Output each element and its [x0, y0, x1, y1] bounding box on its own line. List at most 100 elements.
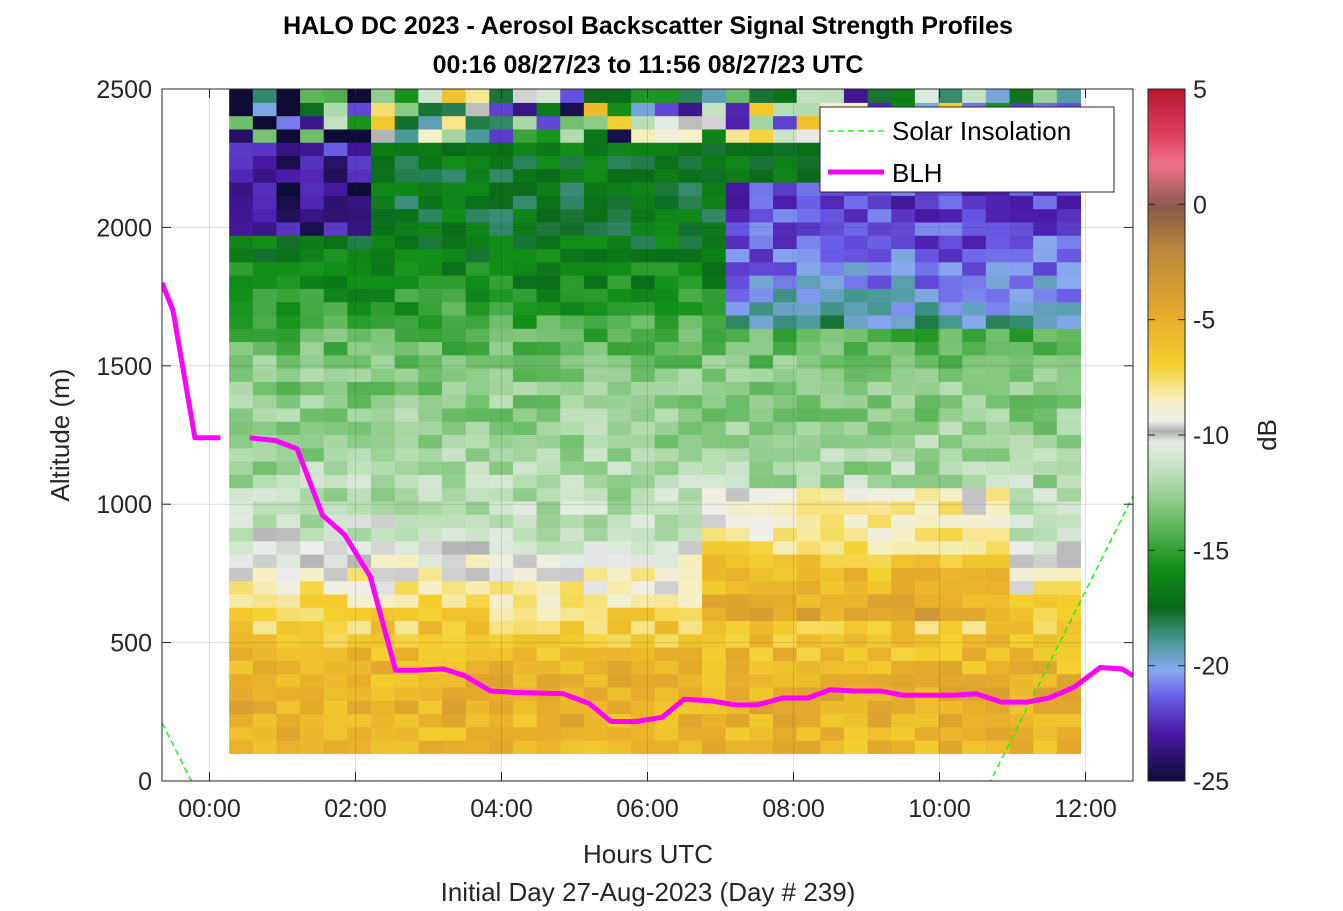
heatmap-cell	[1033, 89, 1058, 103]
heatmap-cell	[607, 487, 632, 502]
heatmap-cell	[323, 368, 348, 382]
heatmap-cell	[678, 328, 703, 343]
heatmap-cell	[418, 128, 443, 143]
heatmap-cell	[914, 647, 940, 661]
heatmap-cell	[891, 261, 916, 276]
heatmap-cell	[536, 102, 561, 117]
heatmap-cell	[512, 633, 538, 648]
heatmap-cell	[773, 700, 798, 715]
heatmap-cell	[252, 328, 278, 343]
heatmap-cell	[914, 248, 940, 263]
heatmap-cell	[914, 607, 940, 622]
heatmap-cell	[749, 514, 774, 529]
heatmap-cell	[962, 527, 987, 542]
heatmap-cell	[796, 368, 821, 382]
heatmap-cell	[371, 713, 396, 728]
heatmap-cell	[1056, 394, 1082, 409]
heatmap-cell	[654, 514, 680, 529]
heatmap-cell	[654, 527, 680, 542]
heatmap-cell	[985, 301, 1011, 316]
heatmap-cell	[796, 195, 821, 210]
heatmap-cell	[702, 275, 727, 289]
heatmap-cell	[300, 155, 325, 170]
heatmap-cell	[1009, 434, 1034, 449]
heatmap-cell	[276, 314, 301, 329]
heatmap-cell	[489, 354, 514, 369]
heatmap-cell	[583, 368, 609, 382]
heatmap-cell	[867, 221, 892, 236]
heatmap-cell	[583, 514, 609, 529]
heatmap-cell	[914, 700, 940, 715]
heatmap-cell	[1009, 554, 1034, 568]
heatmap-cell	[1033, 208, 1058, 223]
y-tick-label: 1000	[96, 491, 152, 519]
heatmap-cell	[489, 593, 514, 608]
heatmap-cell	[1033, 527, 1058, 542]
heatmap-cell	[465, 275, 490, 289]
heatmap-cell	[560, 208, 585, 223]
heatmap-cell	[489, 713, 514, 728]
heatmap-cell	[702, 527, 727, 542]
heatmap-cell	[1033, 288, 1058, 303]
heatmap-cell	[773, 115, 798, 130]
heatmap-cell	[678, 713, 703, 728]
heatmap-cell	[654, 354, 680, 369]
heatmap-cell	[891, 607, 916, 622]
heatmap-cell	[323, 700, 348, 715]
heatmap-cell	[1009, 461, 1034, 475]
heatmap-cell	[560, 128, 585, 143]
heatmap-cell	[607, 182, 632, 196]
heatmap-cell	[300, 554, 325, 568]
heatmap-cell	[560, 314, 585, 329]
heatmap-cell	[749, 195, 774, 210]
heatmap-cell	[465, 540, 490, 555]
heatmap-cell	[512, 407, 538, 422]
heatmap-cell	[985, 673, 1011, 688]
heatmap-cell	[796, 301, 821, 316]
heatmap-cell	[914, 540, 940, 555]
heatmap-cell	[891, 620, 916, 635]
heatmap-cell	[512, 168, 538, 183]
heatmap-cell	[441, 686, 467, 701]
heatmap-cell	[276, 554, 301, 568]
heatmap-cell	[229, 474, 254, 489]
heatmap-cell	[820, 275, 845, 289]
heatmap-cell	[773, 314, 798, 329]
heatmap-cell	[560, 407, 585, 422]
heatmap-cell	[229, 633, 254, 648]
x-tick-label: 02:00	[324, 795, 387, 823]
heatmap-cell	[512, 660, 538, 675]
heatmap-cell	[560, 540, 585, 555]
heatmap-cell	[323, 261, 348, 276]
heatmap-cell	[962, 620, 987, 635]
heatmap-cell	[489, 421, 514, 436]
heatmap-cell	[749, 527, 774, 542]
heatmap-cell	[725, 740, 750, 754]
heatmap-cell	[229, 647, 254, 661]
heatmap-cell	[985, 580, 1011, 595]
heatmap-cell	[843, 421, 869, 436]
heatmap-cell	[843, 474, 869, 489]
heatmap-cell	[536, 248, 561, 263]
heatmap-cell	[323, 554, 348, 568]
heatmap-cell	[465, 686, 490, 701]
heatmap-cell	[773, 713, 798, 728]
heatmap-cell	[229, 740, 254, 754]
heatmap-cell	[938, 713, 963, 728]
heatmap-cell	[914, 394, 940, 409]
heatmap-cell	[252, 647, 278, 661]
heatmap-cell	[300, 607, 325, 622]
heatmap-cell	[867, 461, 892, 475]
heatmap-cell	[891, 275, 916, 289]
heatmap-cell	[465, 142, 490, 157]
heatmap-cell	[654, 235, 680, 250]
heatmap-cell	[749, 89, 774, 103]
heatmap-cell	[489, 195, 514, 210]
heatmap-cell	[465, 407, 490, 422]
heatmap-cell	[843, 434, 869, 449]
heatmap-cell	[749, 633, 774, 648]
heatmap-cell	[583, 607, 609, 622]
heatmap-cell	[985, 314, 1011, 329]
heatmap-cell	[465, 620, 490, 635]
heatmap-cell	[843, 607, 869, 622]
